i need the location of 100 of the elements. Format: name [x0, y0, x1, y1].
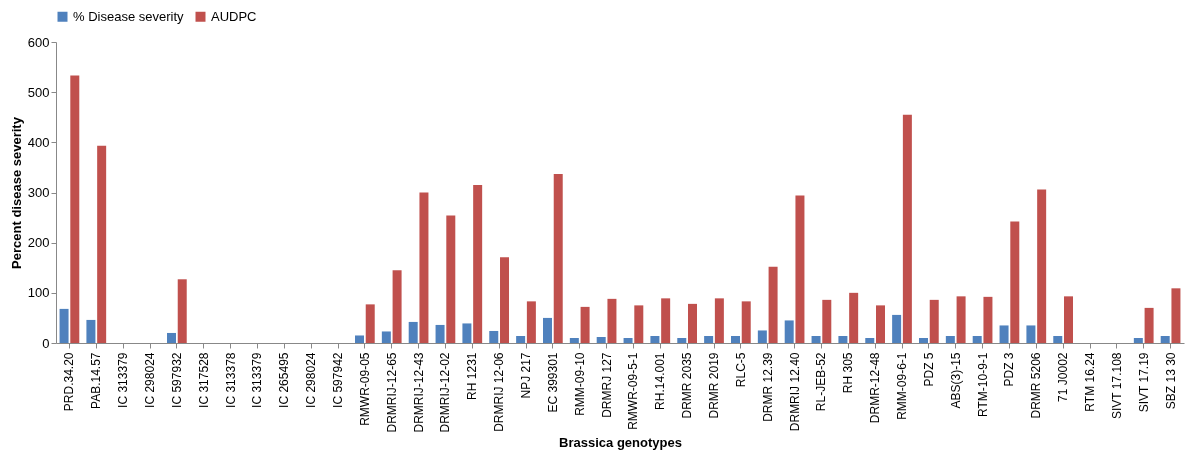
- bar: [956, 296, 966, 343]
- bar: [489, 330, 499, 343]
- bar: [408, 321, 418, 343]
- x-tick-label: SIVT 17.19: [1136, 352, 1151, 413]
- x-tick-label: DRMR 2035: [680, 352, 695, 419]
- x-axis-title: Brassica genotypes: [559, 434, 682, 450]
- x-tick-label: RTM 16.24: [1083, 352, 1097, 412]
- x-tick-label: RMWR-09-5-1: [626, 352, 641, 430]
- bar: [580, 306, 590, 343]
- bar: [714, 298, 724, 343]
- x-tick-label: IC 265495: [277, 352, 292, 408]
- bar: [86, 319, 96, 343]
- x-tick-label: RH 1231: [465, 352, 480, 400]
- bar: [999, 325, 1009, 343]
- bar: [822, 299, 832, 343]
- bar: [462, 323, 472, 343]
- x-tick-label: ABS(3)-15: [948, 352, 963, 409]
- y-tick-label: 600: [27, 34, 50, 50]
- x-tick-label: DRMRIJ 12-06: [492, 352, 507, 432]
- x-tick-label: IC 298024: [304, 352, 319, 408]
- legend-label: AUDPC: [211, 8, 257, 24]
- x-tick-label: RH 305: [841, 352, 856, 394]
- x-tick-label: DRMRIJ-12-65: [384, 352, 399, 433]
- x-tick-label: IC 313379: [250, 352, 265, 408]
- bar: [688, 303, 698, 343]
- bar: [784, 320, 794, 343]
- x-tick-label: DRMRIJ 12.40: [787, 352, 802, 432]
- bar: [1160, 335, 1170, 343]
- x-tick-label: IC 317528: [196, 352, 211, 408]
- x-tick-label: DRMR 2019: [707, 352, 721, 419]
- x-tick-label: IC 298024: [143, 352, 157, 408]
- x-tick-label: SIVT 17.108: [1109, 352, 1124, 419]
- bar: [97, 145, 107, 343]
- bar: [704, 335, 714, 343]
- bar: [1144, 307, 1154, 343]
- y-tick-label: 300: [27, 185, 50, 200]
- y-tick-label: 0: [42, 335, 50, 351]
- bar: [526, 301, 536, 343]
- y-axis-title: Percent disease severity: [8, 116, 24, 269]
- bar: [381, 331, 391, 343]
- y-tick-label: 400: [27, 134, 50, 150]
- bar: [730, 335, 740, 343]
- bar: [634, 305, 644, 343]
- bar: [768, 266, 778, 343]
- x-tick-label: RTM-10-9-1: [975, 352, 990, 417]
- bar: [929, 299, 939, 343]
- bar: [972, 335, 982, 343]
- bar: [70, 75, 80, 343]
- bar: [59, 308, 69, 343]
- bar: [569, 337, 579, 343]
- x-tick-label: RMWR-09-05: [357, 352, 372, 426]
- bar: [1171, 288, 1181, 343]
- x-tick-label: DRMRIJ-12-43: [411, 352, 426, 433]
- bar: [795, 195, 805, 343]
- x-tick-label: RH.14.001: [653, 352, 668, 410]
- bar: [542, 317, 552, 343]
- x-tick-label: EC 399301: [545, 352, 560, 413]
- bar: [1010, 221, 1020, 343]
- legend-label: % Disease severity: [73, 8, 185, 24]
- bar: [876, 305, 886, 343]
- bar: [811, 335, 821, 343]
- x-tick-label: PAB.14.57: [89, 352, 104, 409]
- bar: [553, 173, 563, 343]
- bar: [392, 270, 402, 343]
- bar: [177, 279, 187, 343]
- x-tick-label: RMM-09-6-1: [895, 352, 909, 420]
- x-tick-label: 71 J0002: [1056, 352, 1071, 402]
- bar: [650, 335, 660, 343]
- bar: [473, 184, 483, 343]
- bar: [354, 335, 364, 343]
- bar: [516, 335, 526, 343]
- bar: [1133, 337, 1143, 343]
- bar: [1037, 189, 1047, 343]
- bar: [607, 298, 617, 343]
- bar: [945, 335, 955, 343]
- bar: [419, 192, 429, 343]
- bar: [983, 296, 993, 343]
- bar: [596, 336, 606, 343]
- x-tick-label: IC 313378: [223, 352, 238, 408]
- bar: [365, 304, 375, 343]
- bar: [918, 337, 928, 343]
- bar: [1026, 325, 1036, 343]
- x-tick-label: PDZ 5: [921, 352, 936, 387]
- x-tick-label: DRMRJ 127: [599, 352, 614, 418]
- bar: [677, 337, 687, 343]
- x-tick-label: DRMR 5206: [1029, 352, 1044, 419]
- x-tick-label: RL-JEB-52: [814, 352, 829, 412]
- bar: [623, 337, 633, 343]
- y-tick-label: 200: [27, 235, 50, 251]
- bar: [741, 301, 751, 343]
- x-tick-label: IC 597942: [331, 352, 345, 408]
- bar: [902, 114, 912, 343]
- x-tick-label: DRMR 12.39: [760, 352, 775, 422]
- bar: [435, 324, 445, 343]
- bar: [500, 257, 510, 343]
- x-tick-label: PDZ 3: [1002, 352, 1017, 387]
- bar: [757, 330, 767, 343]
- bar: [1064, 296, 1074, 343]
- x-tick-label: RMM-09-10: [572, 352, 587, 416]
- x-tick-label: NPJ 217: [519, 352, 533, 399]
